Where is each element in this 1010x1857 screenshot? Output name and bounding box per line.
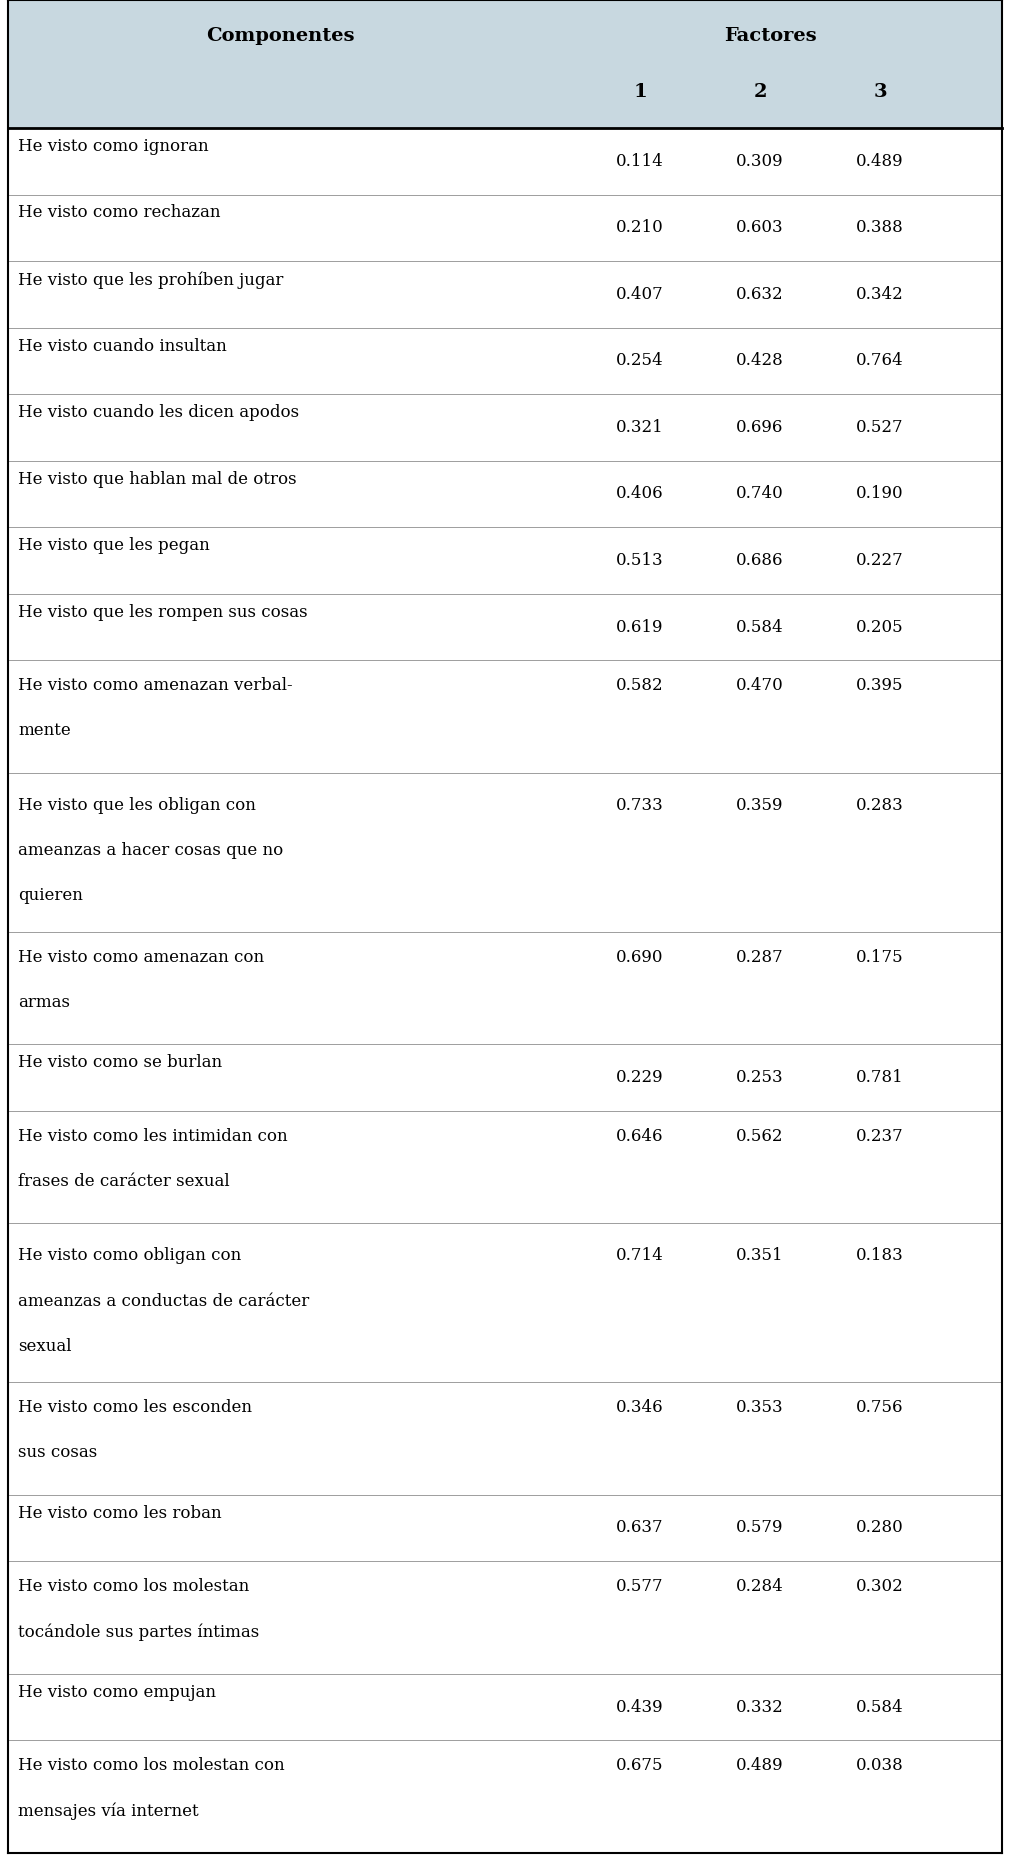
Text: 0.253: 0.253	[736, 1070, 784, 1086]
Text: ameanzas a hacer cosas que no: ameanzas a hacer cosas que no	[18, 841, 283, 860]
Text: 0.210: 0.210	[616, 219, 664, 236]
Text: 0.428: 0.428	[736, 353, 784, 370]
Text: 0.283: 0.283	[856, 797, 904, 813]
Text: He visto como empujan: He visto como empujan	[18, 1684, 216, 1701]
Text: tocándole sus partes íntimas: tocándole sus partes íntimas	[18, 1623, 260, 1642]
Text: 0.114: 0.114	[616, 152, 664, 169]
Text: He visto como amenazan con: He visto como amenazan con	[18, 949, 265, 966]
Text: 0.406: 0.406	[616, 485, 664, 503]
Text: 0.407: 0.407	[616, 286, 664, 303]
Text: quieren: quieren	[18, 888, 83, 904]
Text: 0.582: 0.582	[616, 678, 664, 695]
Text: 0.781: 0.781	[856, 1070, 904, 1086]
Text: 0.632: 0.632	[736, 286, 784, 303]
Text: 0.229: 0.229	[616, 1070, 664, 1086]
Text: He visto como les intimidan con: He visto como les intimidan con	[18, 1127, 288, 1144]
Text: 0.489: 0.489	[736, 1757, 784, 1773]
Text: 0.675: 0.675	[616, 1757, 664, 1773]
Text: He visto como les roban: He visto como les roban	[18, 1504, 221, 1521]
Text: He visto que les rompen sus cosas: He visto que les rompen sus cosas	[18, 604, 308, 620]
Text: sus cosas: sus cosas	[18, 1445, 97, 1461]
Text: 0.764: 0.764	[856, 353, 904, 370]
Text: 0.038: 0.038	[856, 1757, 904, 1773]
Text: 0.733: 0.733	[616, 797, 664, 813]
Text: He visto que les obligan con: He visto que les obligan con	[18, 797, 256, 813]
Text: frases de carácter sexual: frases de carácter sexual	[18, 1174, 229, 1190]
Text: 0.714: 0.714	[616, 1248, 664, 1265]
Text: 0.254: 0.254	[616, 353, 664, 370]
Text: He visto que les prohíben jugar: He visto que les prohíben jugar	[18, 271, 284, 288]
Text: 0.175: 0.175	[856, 949, 904, 966]
Text: 0.584: 0.584	[856, 1699, 904, 1716]
Text: mente: mente	[18, 722, 71, 739]
Text: 0.646: 0.646	[616, 1127, 664, 1144]
Text: 0.619: 0.619	[616, 618, 664, 635]
Text: ameanzas a conductas de carácter: ameanzas a conductas de carácter	[18, 1292, 309, 1309]
Text: 0.470: 0.470	[736, 678, 784, 695]
Text: 0.577: 0.577	[616, 1578, 664, 1595]
Text: 0.696: 0.696	[736, 420, 784, 436]
Text: He visto como se burlan: He visto como se burlan	[18, 1055, 222, 1071]
Text: 0.284: 0.284	[736, 1578, 784, 1595]
Text: 0.579: 0.579	[736, 1519, 784, 1536]
Text: 0.740: 0.740	[736, 485, 784, 503]
Text: 0.603: 0.603	[736, 219, 784, 236]
Text: Componentes: Componentes	[206, 26, 355, 45]
Text: 3: 3	[874, 84, 887, 100]
Text: 0.190: 0.190	[856, 485, 904, 503]
Text: 0.346: 0.346	[616, 1398, 664, 1417]
Text: 0.388: 0.388	[856, 219, 904, 236]
Text: He visto cuando les dicen apodos: He visto cuando les dicen apodos	[18, 405, 299, 422]
Text: 0.321: 0.321	[616, 420, 664, 436]
Text: 0.686: 0.686	[736, 552, 784, 568]
Text: 0.227: 0.227	[856, 552, 904, 568]
Text: 0.584: 0.584	[736, 618, 784, 635]
Text: 2: 2	[753, 84, 767, 100]
Text: 0.489: 0.489	[856, 152, 904, 169]
Text: He visto que hablan mal de otros: He visto que hablan mal de otros	[18, 470, 297, 488]
Text: 0.690: 0.690	[616, 949, 664, 966]
Text: 0.302: 0.302	[856, 1578, 904, 1595]
Text: 0.287: 0.287	[736, 949, 784, 966]
Text: 0.359: 0.359	[736, 797, 784, 813]
Text: armas: armas	[18, 993, 70, 1010]
Text: sexual: sexual	[18, 1337, 72, 1356]
Text: He visto como los molestan: He visto como los molestan	[18, 1578, 249, 1595]
Text: 0.527: 0.527	[856, 420, 904, 436]
Text: 0.332: 0.332	[736, 1699, 784, 1716]
Text: mensajes vía internet: mensajes vía internet	[18, 1803, 199, 1820]
Text: He visto cuando insultan: He visto cuando insultan	[18, 338, 227, 355]
Text: 0.309: 0.309	[736, 152, 784, 169]
Text: 0.513: 0.513	[616, 552, 664, 568]
Text: 0.280: 0.280	[856, 1519, 904, 1536]
Text: 0.637: 0.637	[616, 1519, 664, 1536]
Text: He visto como rechazan: He visto como rechazan	[18, 204, 220, 221]
Text: 0.183: 0.183	[856, 1248, 904, 1265]
Bar	[8, 0, 1002, 128]
Text: 0.756: 0.756	[856, 1398, 904, 1417]
Text: 0.205: 0.205	[856, 618, 904, 635]
Text: He visto que les pegan: He visto que les pegan	[18, 537, 210, 553]
Text: Factores: Factores	[724, 26, 816, 45]
Text: 0.342: 0.342	[856, 286, 904, 303]
Text: 0.439: 0.439	[616, 1699, 664, 1716]
Text: He visto como les esconden: He visto como les esconden	[18, 1398, 253, 1417]
Text: 0.353: 0.353	[736, 1398, 784, 1417]
Text: He visto como obligan con: He visto como obligan con	[18, 1248, 241, 1265]
Text: He visto como ignoran: He visto como ignoran	[18, 137, 209, 154]
Text: 1: 1	[633, 84, 646, 100]
Text: He visto como amenazan verbal-: He visto como amenazan verbal-	[18, 678, 293, 695]
Text: He visto como los molestan con: He visto como los molestan con	[18, 1757, 285, 1773]
Text: 0.351: 0.351	[736, 1248, 784, 1265]
Text: 0.395: 0.395	[856, 678, 904, 695]
Text: 0.237: 0.237	[856, 1127, 904, 1144]
Text: 0.562: 0.562	[736, 1127, 784, 1144]
